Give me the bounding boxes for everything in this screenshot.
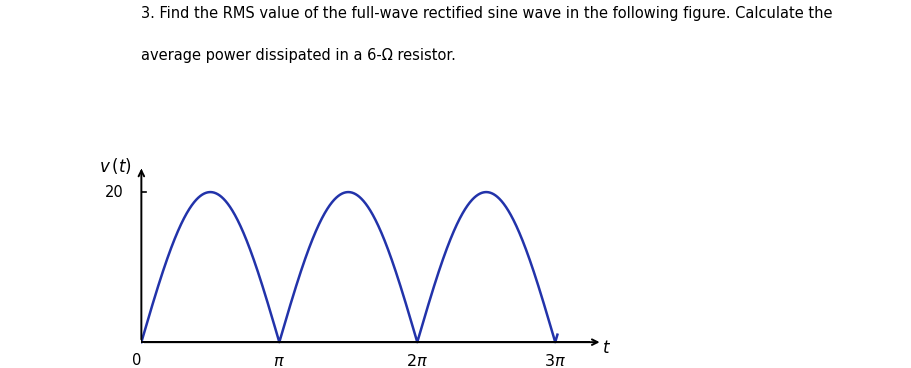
Text: $t$: $t$ xyxy=(601,340,610,357)
Text: 3. Find the RMS value of the full-wave rectified sine wave in the following figu: 3. Find the RMS value of the full-wave r… xyxy=(141,6,832,21)
Text: $2\pi$: $2\pi$ xyxy=(405,353,428,368)
Text: $3\pi$: $3\pi$ xyxy=(544,353,566,368)
Text: average power dissipated in a 6-Ω resistor.: average power dissipated in a 6-Ω resist… xyxy=(141,48,456,63)
Text: $\pi$: $\pi$ xyxy=(273,353,285,368)
Text: $v\,(t)$: $v\,(t)$ xyxy=(98,156,131,176)
Text: 20: 20 xyxy=(105,185,124,199)
Text: 0: 0 xyxy=(132,353,141,368)
